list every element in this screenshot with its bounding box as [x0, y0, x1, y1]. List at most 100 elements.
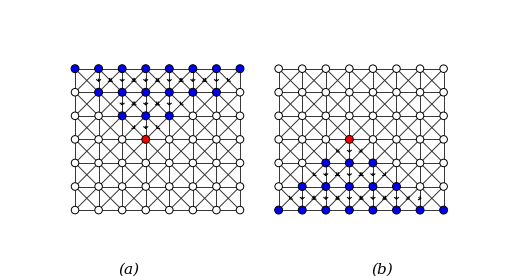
- Circle shape: [345, 89, 352, 96]
- Circle shape: [71, 136, 79, 143]
- Circle shape: [212, 112, 220, 120]
- Circle shape: [392, 206, 399, 214]
- Circle shape: [321, 182, 329, 190]
- Circle shape: [416, 89, 423, 96]
- Circle shape: [165, 65, 173, 73]
- Circle shape: [165, 88, 173, 96]
- Circle shape: [416, 112, 423, 120]
- Circle shape: [297, 206, 306, 214]
- Circle shape: [321, 65, 329, 73]
- Circle shape: [94, 112, 102, 120]
- Circle shape: [415, 206, 423, 214]
- Circle shape: [94, 136, 102, 143]
- Circle shape: [298, 89, 306, 96]
- Circle shape: [274, 89, 282, 96]
- Circle shape: [94, 206, 102, 214]
- Circle shape: [94, 88, 103, 96]
- Circle shape: [298, 136, 306, 143]
- Circle shape: [392, 136, 399, 143]
- Circle shape: [274, 65, 282, 73]
- Circle shape: [439, 65, 446, 73]
- Circle shape: [165, 136, 173, 143]
- Circle shape: [321, 206, 329, 214]
- Circle shape: [71, 183, 79, 190]
- Circle shape: [188, 65, 196, 73]
- Circle shape: [368, 206, 376, 214]
- Circle shape: [94, 183, 102, 190]
- Circle shape: [439, 159, 446, 167]
- Circle shape: [368, 159, 376, 167]
- Circle shape: [212, 183, 220, 190]
- Circle shape: [392, 182, 399, 190]
- Circle shape: [141, 136, 149, 143]
- Circle shape: [212, 65, 220, 73]
- Circle shape: [71, 65, 79, 73]
- Text: (a): (a): [118, 262, 139, 276]
- Circle shape: [141, 112, 149, 120]
- Circle shape: [118, 159, 126, 167]
- Circle shape: [392, 159, 399, 167]
- Circle shape: [345, 182, 352, 190]
- Circle shape: [142, 159, 149, 167]
- Circle shape: [416, 183, 423, 190]
- Circle shape: [274, 136, 282, 143]
- Circle shape: [236, 159, 243, 167]
- Circle shape: [345, 159, 352, 167]
- Circle shape: [71, 206, 79, 214]
- Circle shape: [369, 112, 376, 120]
- Circle shape: [298, 112, 306, 120]
- Circle shape: [236, 89, 243, 96]
- Circle shape: [165, 206, 173, 214]
- Circle shape: [321, 89, 329, 96]
- Circle shape: [189, 183, 196, 190]
- Circle shape: [236, 112, 243, 120]
- Circle shape: [189, 206, 196, 214]
- Circle shape: [94, 65, 103, 73]
- Circle shape: [118, 65, 126, 73]
- Circle shape: [439, 183, 446, 190]
- Circle shape: [236, 183, 243, 190]
- Circle shape: [118, 206, 126, 214]
- Circle shape: [236, 206, 243, 214]
- Circle shape: [345, 136, 352, 143]
- Circle shape: [416, 136, 423, 143]
- Circle shape: [345, 65, 352, 73]
- Circle shape: [118, 183, 126, 190]
- Circle shape: [274, 112, 282, 120]
- Circle shape: [235, 65, 243, 73]
- Circle shape: [392, 112, 399, 120]
- Circle shape: [416, 159, 423, 167]
- Circle shape: [274, 206, 282, 214]
- Circle shape: [368, 182, 376, 190]
- Circle shape: [189, 112, 196, 120]
- Circle shape: [165, 159, 173, 167]
- Circle shape: [369, 89, 376, 96]
- Circle shape: [439, 136, 446, 143]
- Circle shape: [71, 89, 79, 96]
- Circle shape: [118, 88, 126, 96]
- Circle shape: [392, 65, 399, 73]
- Circle shape: [369, 65, 376, 73]
- Circle shape: [71, 159, 79, 167]
- Circle shape: [189, 159, 196, 167]
- Circle shape: [321, 112, 329, 120]
- Circle shape: [212, 136, 220, 143]
- Circle shape: [165, 183, 173, 190]
- Circle shape: [189, 136, 196, 143]
- Circle shape: [94, 159, 102, 167]
- Text: (b): (b): [371, 262, 392, 276]
- Circle shape: [345, 206, 352, 214]
- Circle shape: [188, 88, 196, 96]
- Circle shape: [274, 183, 282, 190]
- Circle shape: [71, 112, 79, 120]
- Circle shape: [118, 136, 126, 143]
- Circle shape: [165, 112, 173, 120]
- Circle shape: [236, 136, 243, 143]
- Circle shape: [321, 136, 329, 143]
- Circle shape: [416, 65, 423, 73]
- Circle shape: [392, 89, 399, 96]
- Circle shape: [321, 159, 329, 167]
- Circle shape: [212, 206, 220, 214]
- Circle shape: [141, 65, 149, 73]
- Circle shape: [142, 183, 149, 190]
